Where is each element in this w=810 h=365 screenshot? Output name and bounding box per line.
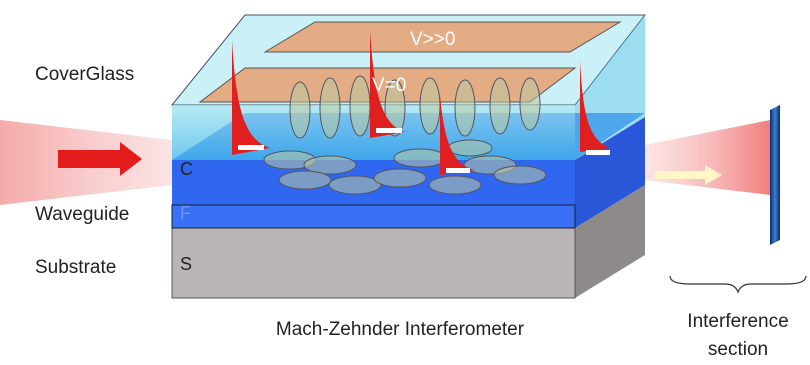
output-beam bbox=[645, 120, 770, 195]
film-front bbox=[172, 205, 575, 228]
caption: Mach-Zehnder Interferometer bbox=[276, 319, 525, 340]
layer-label: Waveguide bbox=[35, 204, 129, 225]
brace bbox=[670, 276, 806, 292]
layer-label: CoverGlass bbox=[35, 64, 134, 85]
electrode-label: V=0 bbox=[372, 75, 406, 96]
layer-letter: F bbox=[180, 203, 191, 223]
layer-letter: S bbox=[180, 254, 192, 274]
layer-label: Substrate bbox=[35, 257, 116, 278]
substrate-front bbox=[172, 228, 575, 298]
output-label: Interference bbox=[687, 311, 788, 332]
electrode-label: V>>0 bbox=[410, 29, 455, 50]
layer-letter: C bbox=[180, 159, 193, 179]
output-label: section bbox=[708, 339, 768, 360]
diagram: CoverGlass Waveguide Substrate C F S V>>… bbox=[0, 0, 810, 365]
screen bbox=[770, 105, 780, 245]
